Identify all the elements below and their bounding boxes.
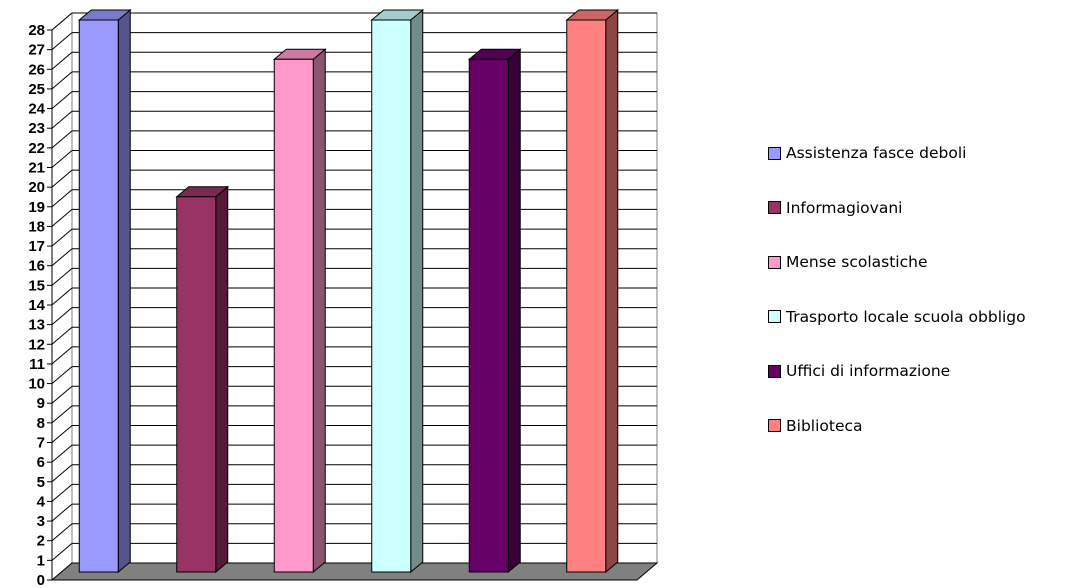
bar-side [215, 185, 229, 574]
legend-label: Trasporto locale scuola obbligo [786, 307, 1026, 326]
bar [467, 48, 522, 574]
gridline-side [51, 346, 73, 365]
gridline-side [51, 503, 73, 522]
gridline-side [51, 523, 73, 542]
gridline-side [51, 189, 73, 208]
bar-side [117, 8, 131, 574]
y-tick-label: 3 [37, 513, 45, 530]
y-tick-label: 11 [29, 356, 45, 373]
gridline-side [51, 385, 73, 404]
y-tick-label: 0 [37, 572, 45, 588]
y-tick-label: 6 [37, 454, 45, 471]
bar-side [507, 48, 521, 574]
y-tick-label: 4 [37, 493, 46, 510]
legend-label: Mense scolastiche [786, 253, 928, 271]
legend-item: Mense scolastiche [768, 251, 928, 273]
y-tick-label: 16 [28, 258, 45, 275]
gridline-side [51, 287, 73, 306]
bar [370, 8, 425, 574]
gridline-side [51, 228, 73, 247]
gridline-side [51, 12, 73, 31]
bar-chart: 0123456789101112131415161718192021222324… [28, 8, 659, 588]
bar [175, 185, 230, 574]
bar [77, 8, 132, 574]
y-tick-label: 18 [28, 218, 45, 235]
y-tick-label: 25 [28, 81, 45, 98]
gridline-side [51, 248, 73, 267]
legend-swatch [768, 201, 781, 214]
legend-item: Assistenza fasce deboli [768, 142, 966, 164]
gridline-side [51, 209, 73, 227]
y-tick-label: 21 [28, 160, 45, 177]
gridline-side [51, 91, 73, 109]
bar-side [410, 8, 424, 574]
bar [565, 8, 620, 574]
legend-swatch [768, 364, 781, 378]
gridline-side [51, 366, 73, 384]
gridline-side [51, 542, 73, 561]
y-tick-label: 26 [28, 61, 45, 78]
y-tick-label: 27 [28, 42, 45, 59]
gridline-side [51, 326, 73, 345]
bar [272, 48, 327, 574]
gridline-side [51, 110, 73, 129]
gridline-side [51, 71, 73, 90]
y-tick-label: 24 [28, 101, 45, 118]
y-tick-label: 12 [28, 336, 45, 353]
y-tick-label: 7 [37, 435, 45, 452]
y-tick-label: 22 [28, 140, 45, 157]
bar-front [371, 19, 412, 573]
legend-item: Uffici di informazione [768, 360, 950, 382]
y-tick-label: 14 [28, 297, 45, 314]
y-tick-label: 5 [37, 474, 45, 491]
legend-swatch [768, 310, 781, 323]
legend-item: Biblioteca [768, 415, 863, 437]
gridline-side [51, 464, 73, 483]
legend-swatch [768, 255, 781, 269]
gridline-side [51, 425, 73, 443]
bar-side [312, 48, 326, 574]
y-tick-label: 28 [28, 22, 45, 39]
gridline-side [51, 267, 73, 286]
y-tick-label: 19 [28, 199, 45, 216]
gridline-side [51, 130, 73, 149]
y-tick-label: 15 [28, 277, 45, 294]
bar-front [273, 58, 314, 573]
gridline-side [51, 51, 73, 70]
bar-front [468, 58, 509, 573]
y-tick-label: 10 [28, 376, 45, 393]
legend-label: Uffici di informazione [786, 362, 951, 380]
gridline-side [51, 444, 73, 463]
gridline-side [51, 405, 73, 424]
gridline-side [51, 484, 73, 502]
legend-swatch [768, 146, 781, 160]
bar-front [78, 19, 119, 573]
gridline-side [51, 307, 73, 326]
legend-item: Trasporto locale scuola obbligo [768, 306, 1026, 328]
y-tick-label: 13 [28, 317, 45, 334]
y-tick-label: 23 [28, 120, 45, 137]
chart-area: 0 1 2 3 4 5 6 7 8 9 10 11 12 13 14 15 16 17 18 19 20 21 22 23 24… [28, 8, 659, 588]
legend-label: Informagiovani [786, 198, 903, 217]
gridline-side [51, 169, 73, 188]
bar-front [176, 196, 217, 573]
legend-item: Informagiovani [768, 197, 902, 219]
y-tick-label: 9 [37, 395, 45, 412]
gridline-side [51, 32, 73, 51]
legend-label: Assistenza fasce deboli [786, 144, 967, 162]
y-tick-label: 2 [37, 533, 45, 550]
bar-side [605, 8, 619, 574]
y-tick-label: 1 [37, 552, 45, 569]
legend-swatch [768, 419, 781, 432]
y-tick-label: 17 [28, 238, 45, 255]
y-tick-label: 8 [37, 415, 45, 432]
bar-front [566, 19, 607, 573]
y-tick-label: 20 [28, 179, 45, 196]
gridline-side [51, 150, 73, 168]
legend-label: Biblioteca [786, 416, 863, 435]
